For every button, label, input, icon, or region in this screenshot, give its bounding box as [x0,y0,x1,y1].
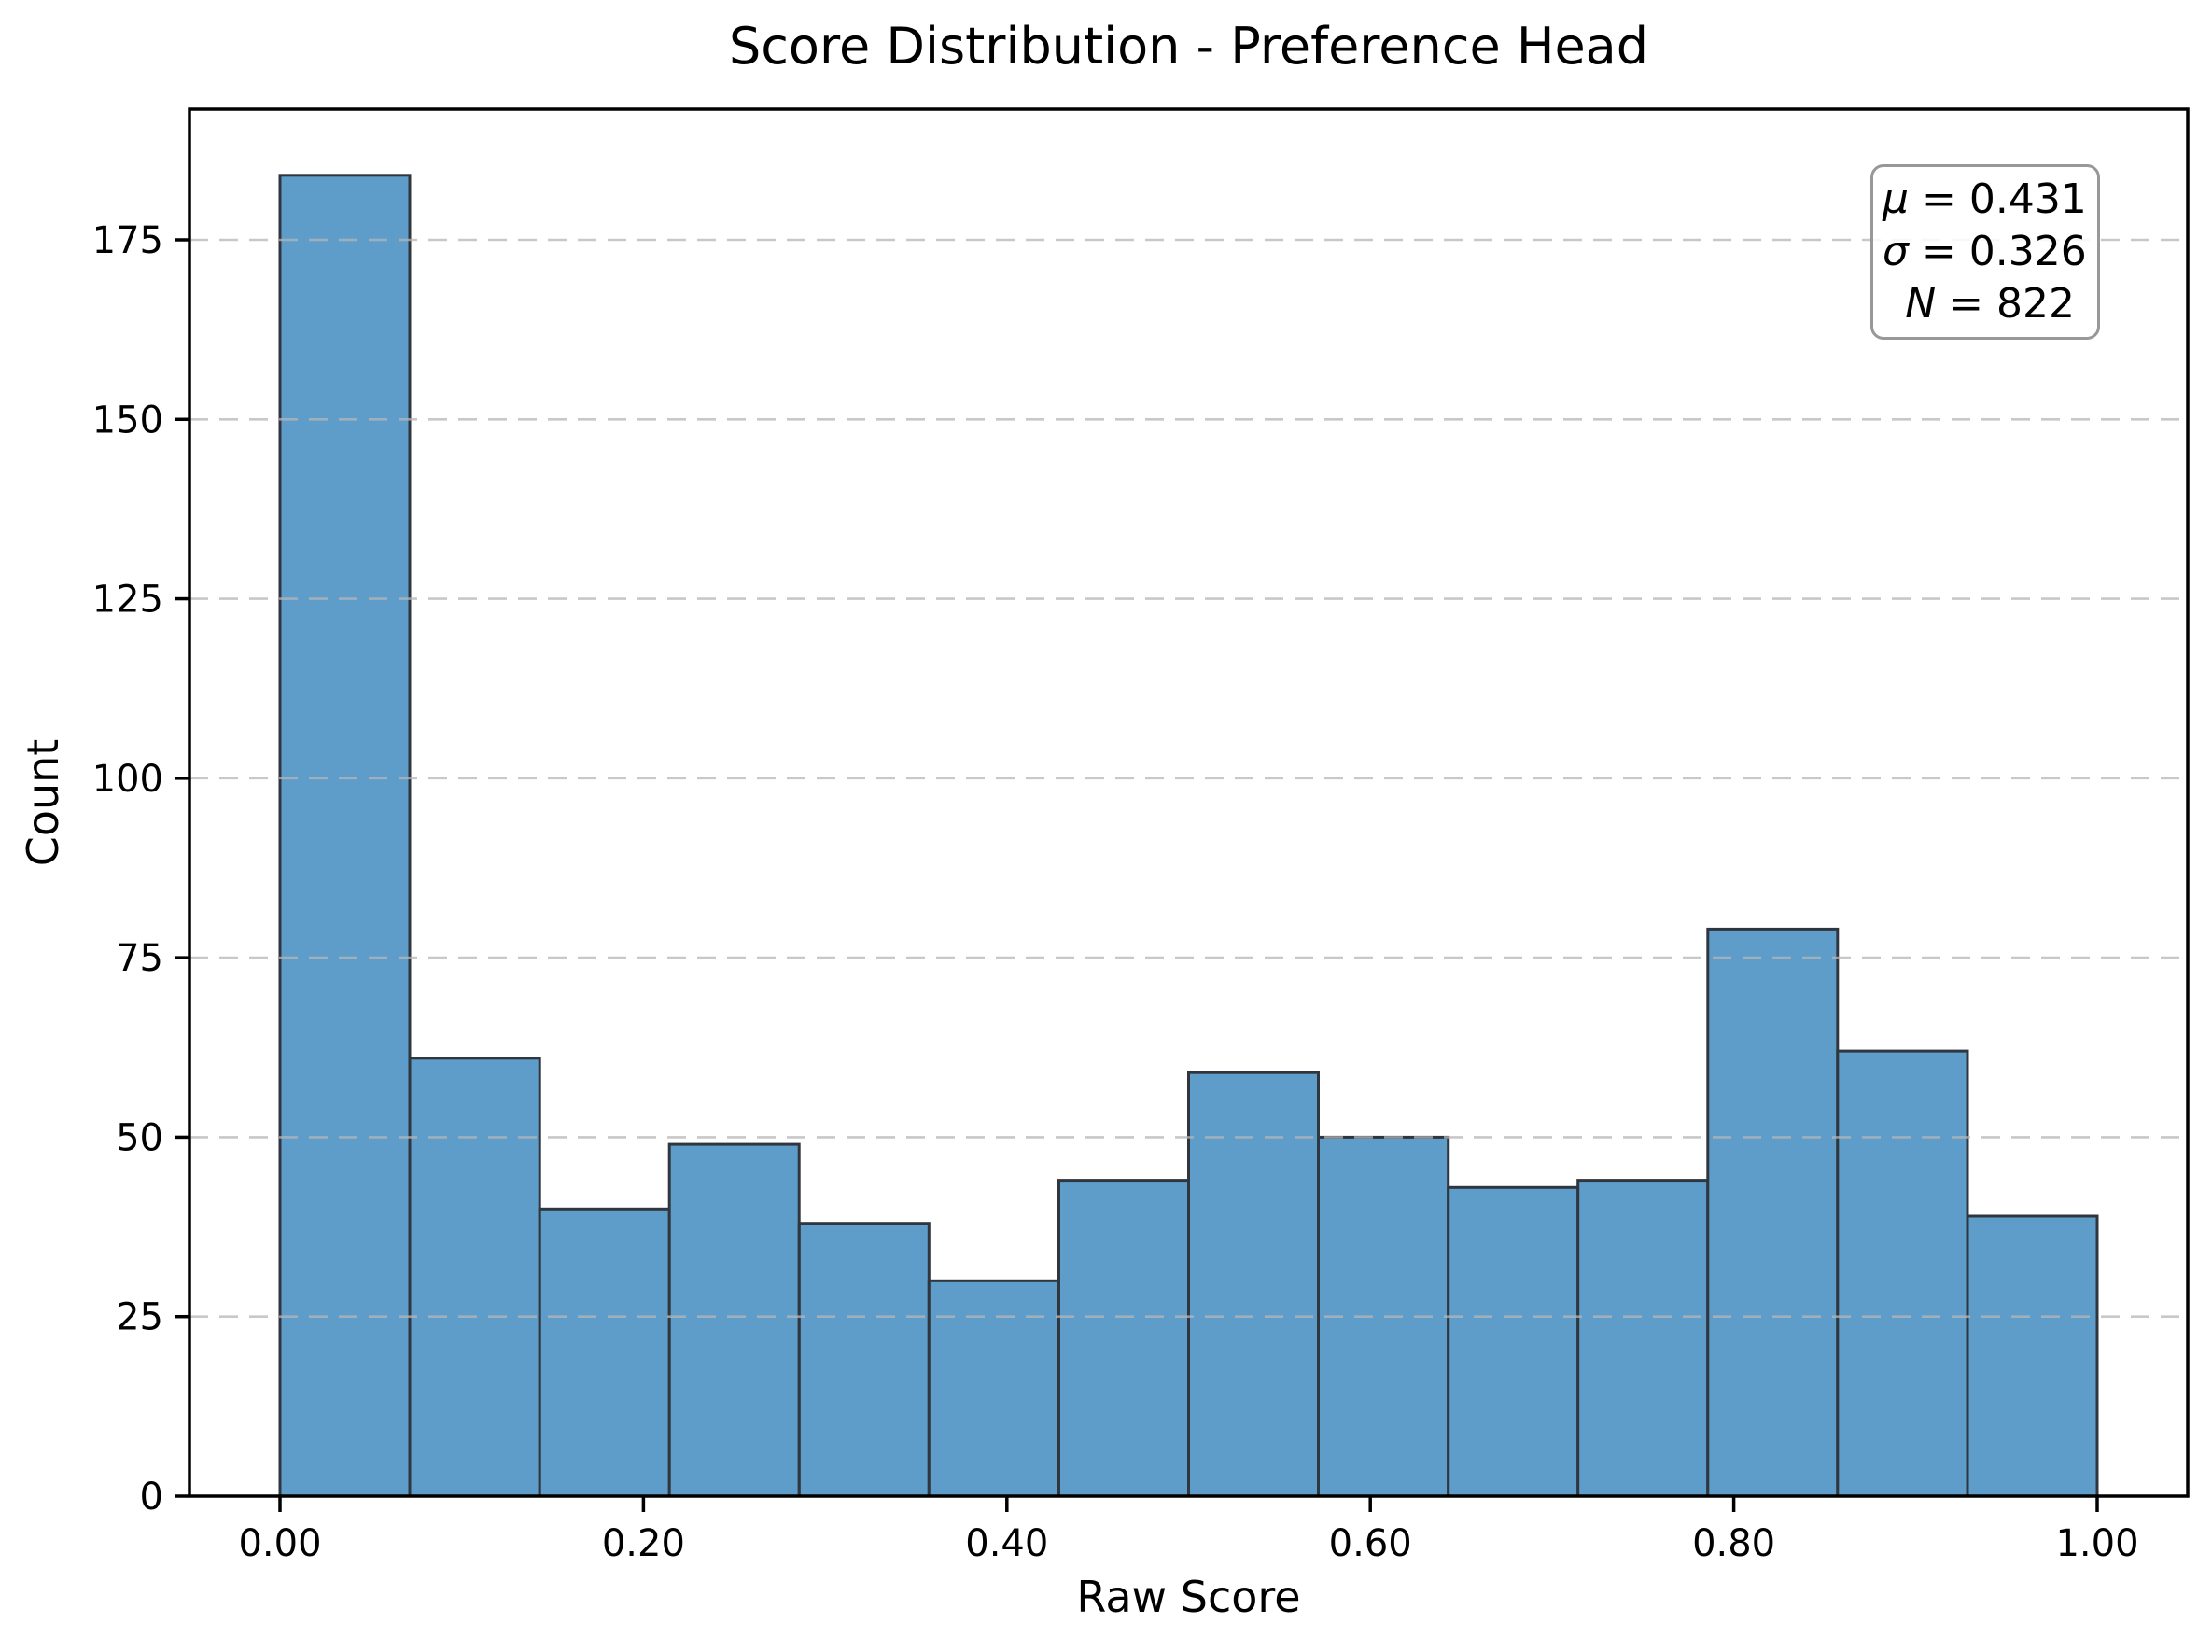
x-tick-label: 1.00 [2055,1522,2138,1565]
stat-line-mu: μ = 0.431 [1883,174,2087,226]
y-tick-label: 100 [92,758,163,801]
sigma-symbol: σ [1883,228,1909,275]
histogram-bar [278,174,412,1498]
y-tick-label: 150 [92,399,163,441]
n-value: = 822 [1936,280,2075,328]
histogram-bars [278,174,2099,1498]
histogram-bar [1057,1179,1190,1498]
histogram-bar [667,1142,801,1498]
sigma-value: = 0.326 [1908,228,2087,275]
histogram-bar [408,1057,541,1498]
x-tick-label: 0.20 [602,1522,685,1565]
mu-symbol: μ [1883,175,1909,223]
plot-frame [188,107,2190,1498]
y-tick-label: 175 [92,219,163,262]
stat-line-sigma: σ = 0.326 [1883,226,2087,278]
mu-value: = 0.431 [1909,175,2087,223]
y-tick-label: 75 [116,937,163,980]
histogram-bar [1187,1071,1320,1498]
histogram-bar [538,1207,671,1498]
x-axis-ticks: 0.00 0.20 0.40 0.60 0.80 1.00 [238,1496,2139,1565]
y-axis-ticks: 0 25 50 75 100 125 150 175 [92,219,189,1519]
x-tick-label: 0.00 [238,1522,321,1565]
x-tick-label: 0.60 [1329,1522,1412,1565]
y-tick-label: 25 [116,1296,163,1339]
histogram-bar [1836,1049,1969,1498]
n-symbol: N [1905,280,1937,328]
histogram-bar [1706,927,1840,1498]
histogram-bar [1447,1185,1580,1498]
histogram-bar [797,1222,931,1498]
x-axis-label: Raw Score [1076,1572,1301,1622]
x-tick-label: 0.40 [965,1522,1048,1565]
histogram-bar [927,1279,1060,1498]
histogram-bar [1576,1179,1710,1498]
y-tick-label: 0 [140,1476,163,1519]
gridlines [189,238,2188,1318]
y-tick-label: 125 [92,579,163,622]
stats-box: μ = 0.431 σ = 0.326 N = 822 [1870,164,2100,340]
chart-title: Score Distribution - Preference Head [728,17,1649,76]
stat-line-n: N = 822 [1883,278,2075,330]
y-tick-label: 50 [116,1116,163,1159]
x-tick-label: 0.80 [1692,1522,1775,1565]
histogram-bar [1966,1214,2099,1498]
